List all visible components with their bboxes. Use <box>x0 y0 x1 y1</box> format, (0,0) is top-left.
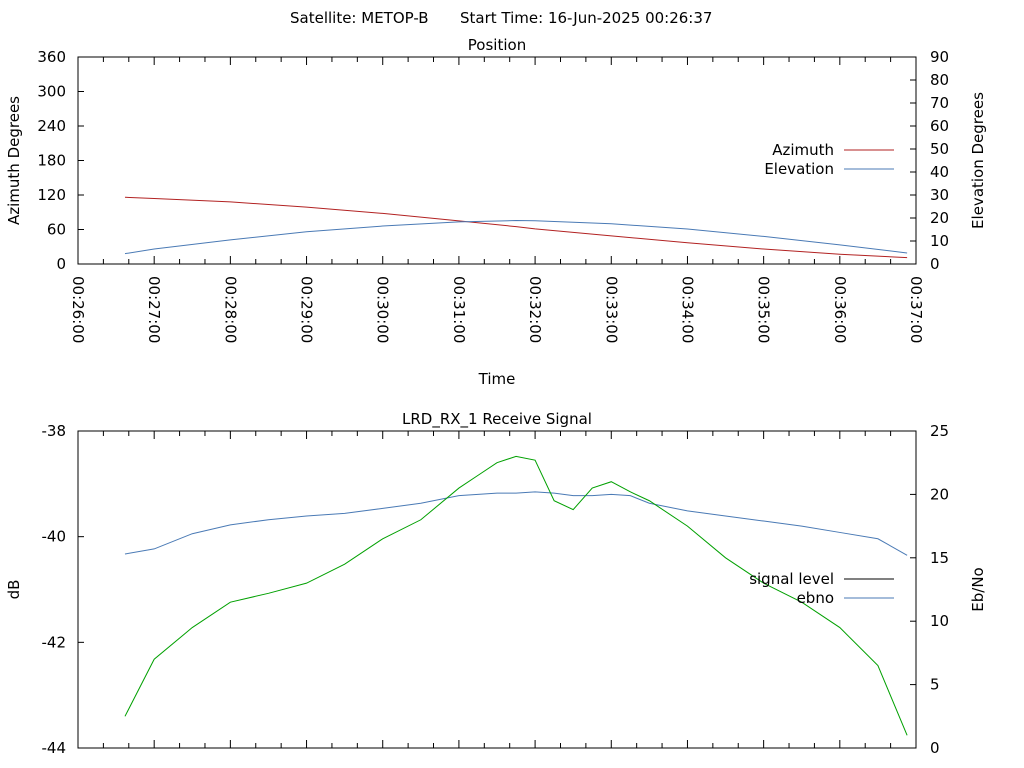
y-right-tick-label: 10 <box>930 612 949 630</box>
x-tick-label: 00:28:00 <box>221 276 239 343</box>
header-satellite: Satellite: METOP-B <box>290 9 429 27</box>
x-tick-label: 00:27:00 <box>145 276 163 343</box>
y-right-tick-label: 20 <box>930 209 949 227</box>
x-tick-label: 00:37:00 <box>907 276 925 343</box>
y-right-tick-label: 60 <box>930 117 949 135</box>
y-left-axis-label: dB <box>5 580 23 600</box>
y-left-axis-label: Azimuth Degrees <box>5 96 23 225</box>
y-right-tick-label: 15 <box>930 549 949 567</box>
y-left-tick-label: 0 <box>56 255 66 273</box>
y-right-tick-label: 90 <box>930 48 949 66</box>
x-tick-label: 00:33:00 <box>602 276 620 343</box>
y-left-tick-label: -42 <box>42 633 67 651</box>
header-start-time: Start Time: 16-Jun-2025 00:26:37 <box>460 9 712 27</box>
y-right-tick-label: 10 <box>930 232 949 250</box>
y-right-tick-label: 0 <box>930 739 940 757</box>
chart-1 <box>77 430 917 749</box>
x-tick-label: 00:29:00 <box>298 276 316 343</box>
y-right-tick-label: 20 <box>930 485 949 503</box>
y-left-tick-label: 180 <box>37 152 66 170</box>
x-tick-label: 00:30:00 <box>374 276 392 343</box>
x-tick-label: 00:32:00 <box>526 276 544 343</box>
series-line-ebno <box>124 491 908 556</box>
chart-title: Position <box>468 36 526 54</box>
y-right-tick-label: 50 <box>930 140 949 158</box>
y-left-tick-label: 120 <box>37 186 66 204</box>
y-right-tick-label: 70 <box>930 94 949 112</box>
y-right-tick-label: 25 <box>930 422 949 440</box>
series-line-unnamed-2 <box>124 455 908 736</box>
y-left-tick-label: 240 <box>37 117 66 135</box>
chart-title: LRD_RX_1 Receive Signal <box>402 410 592 429</box>
y-right-axis-label: Eb/No <box>969 567 987 611</box>
y-left-tick-label: 300 <box>37 83 66 101</box>
chart-0 <box>77 56 917 265</box>
legend-label: signal level <box>749 570 834 588</box>
y-left-tick-label: -44 <box>42 739 67 757</box>
series-line-Elevation <box>124 220 908 255</box>
series-line-Azimuth <box>124 196 908 259</box>
y-left-tick-label: 60 <box>47 221 66 239</box>
legend-label: ebno <box>797 589 834 607</box>
x-tick-label: 00:35:00 <box>755 276 773 343</box>
legend-label: Azimuth <box>772 141 834 159</box>
y-left-tick-label: 360 <box>37 48 66 66</box>
y-left-tick-label: -38 <box>42 422 67 440</box>
chart-frame <box>77 430 917 749</box>
y-right-tick-label: 40 <box>930 163 949 181</box>
x-tick-label: 00:34:00 <box>678 276 696 343</box>
y-left-tick-label: -40 <box>42 528 67 546</box>
y-right-tick-label: 5 <box>930 676 940 694</box>
y-right-tick-label: 80 <box>930 71 949 89</box>
y-right-axis-label: Elevation Degrees <box>969 92 987 229</box>
y-right-tick-label: 30 <box>930 186 949 204</box>
y-right-tick-label: 0 <box>930 255 940 273</box>
x-axis-label: Time <box>478 370 516 388</box>
x-tick-label: 00:36:00 <box>831 276 849 343</box>
x-tick-label: 00:26:00 <box>69 276 87 343</box>
x-tick-label: 00:31:00 <box>450 276 468 343</box>
legend-label: Elevation <box>764 160 834 178</box>
